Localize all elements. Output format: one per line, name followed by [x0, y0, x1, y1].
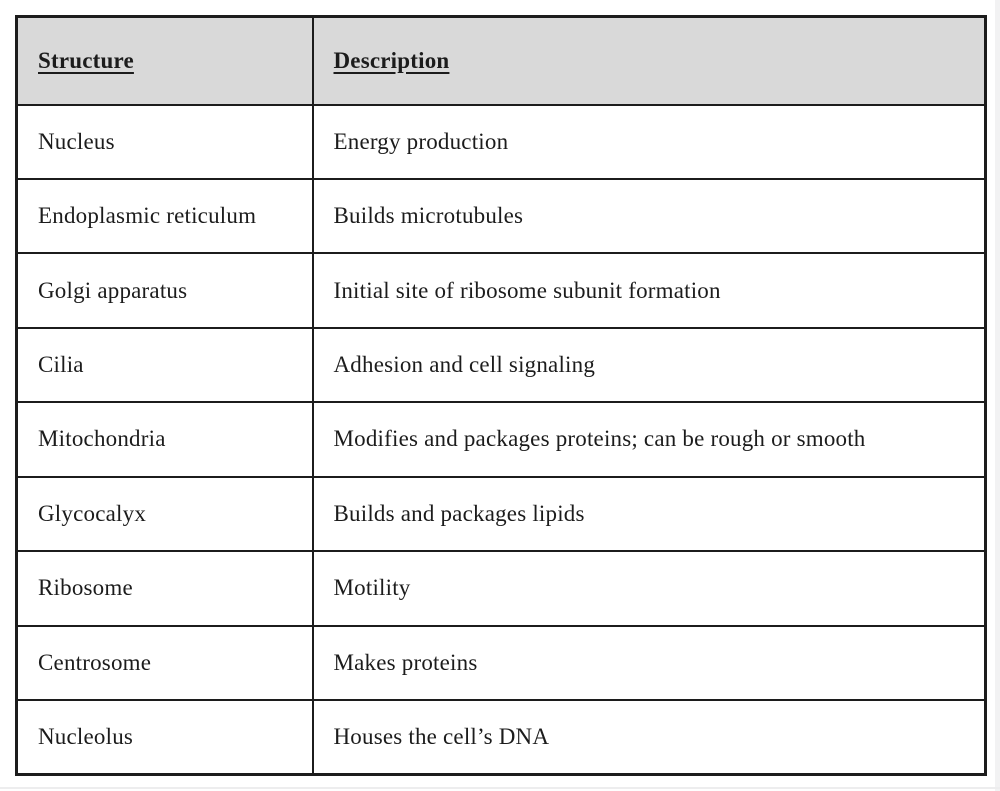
- table-row: Glycocalyx Builds and packages lipids: [15, 475, 987, 553]
- structure-cell: Nucleolus: [15, 699, 314, 776]
- description-cell: Makes proteins: [311, 624, 987, 702]
- structure-cell: Golgi apparatus: [15, 252, 314, 329]
- table-header-row: Structure Description: [15, 15, 987, 106]
- column-header-structure: Structure: [15, 15, 314, 106]
- table-row: Nucleus Energy production: [15, 103, 987, 180]
- table-row: Centrosome Makes proteins: [15, 624, 987, 702]
- description-cell: Initial site of ribosome subunit formati…: [311, 252, 987, 329]
- table-body: Nucleus Energy production Endoplasmic reti…: [15, 103, 987, 776]
- structure-cell: Mitochondria: [15, 401, 314, 478]
- table-row: Ribosome Motility: [15, 550, 987, 627]
- table-row: Mitochondria Modifies and packages protei…: [15, 401, 987, 478]
- structure-cell: Nucleus: [15, 103, 314, 180]
- cell-structure-table: Structure Description Nucleus Energy prod…: [15, 15, 987, 776]
- description-cell: Houses the cell’s DNA: [311, 699, 987, 776]
- column-header-description: Description: [311, 15, 987, 106]
- table-row: Golgi apparatus Initial site of ribosome …: [15, 252, 987, 329]
- structure-cell: Endoplasmic reticulum: [15, 177, 314, 255]
- description-cell: Modifies and packages proteins; can be r…: [311, 401, 987, 478]
- structure-cell: Glycocalyx: [15, 475, 314, 553]
- table-row: Cilia Adhesion and cell signaling: [15, 326, 987, 404]
- structure-cell: Ribosome: [15, 550, 314, 627]
- description-cell: Motility: [311, 550, 987, 627]
- table-row: Nucleolus Houses the cell’s DNA: [15, 699, 987, 776]
- description-cell: Builds microtubules: [311, 177, 987, 255]
- table-row: Endoplasmic reticulum Builds microtubules: [15, 177, 987, 255]
- description-cell: Adhesion and cell signaling: [311, 326, 987, 404]
- page-edge-right: [995, 0, 1000, 791]
- structure-cell: Cilia: [15, 326, 314, 404]
- structure-cell: Centrosome: [15, 624, 314, 702]
- description-cell: Builds and packages lipids: [311, 475, 987, 553]
- page-edge-bottom: [0, 787, 1000, 789]
- description-cell: Energy production: [311, 103, 987, 180]
